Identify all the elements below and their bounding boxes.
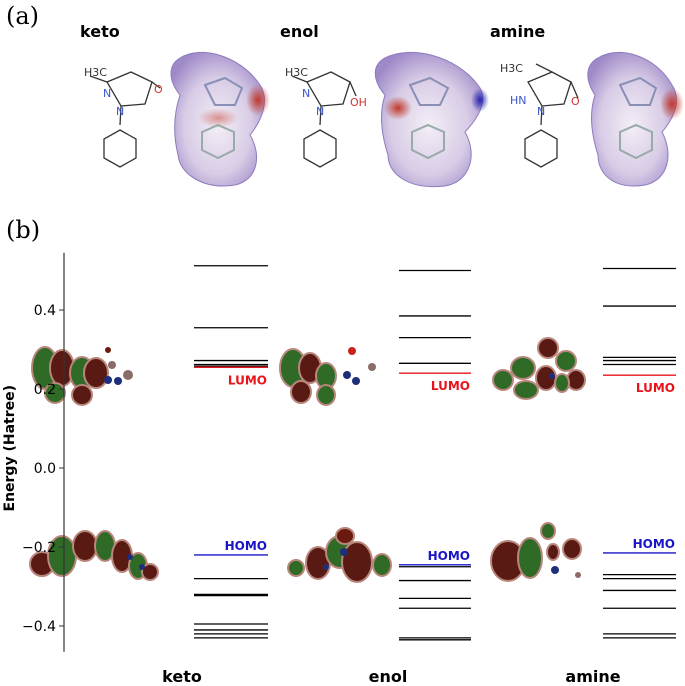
amine-homo-orbital xyxy=(490,522,582,582)
keto-n1-label: N xyxy=(103,87,111,100)
amine-lumo-label: LUMO xyxy=(636,381,675,395)
enol-structure: H3C N N OH xyxy=(285,66,367,168)
keto-n2-label: N xyxy=(116,105,124,118)
keto-title: keto xyxy=(80,22,120,41)
y-tick-label: 0.0 xyxy=(34,461,56,477)
keto-homo-orbital xyxy=(29,530,159,581)
orbital-renderings xyxy=(29,337,586,583)
panel-a-label: (a) xyxy=(6,2,40,30)
keto-lumo-label: LUMO xyxy=(228,373,267,387)
enol-lumo-orbital xyxy=(279,347,376,406)
enol-n1-label: N xyxy=(302,87,310,100)
amine-lumo-orbital xyxy=(492,337,586,400)
enol-oh-label: OH xyxy=(350,96,367,109)
y-tick-label: 0.2 xyxy=(34,382,56,398)
y-tick-label: 0.4 xyxy=(34,303,56,319)
panel-a-structures: H3C N N O H3C N N OH H3C H xyxy=(84,51,684,188)
enol-n2-label: N xyxy=(316,105,324,118)
enol-ch3-label: H3C xyxy=(285,66,308,79)
amine-hn-label: HN xyxy=(510,94,527,107)
keto-lumo-orbital xyxy=(31,346,133,406)
keto-ch3-label: H3C xyxy=(84,66,107,79)
y-tick-label: −0.2 xyxy=(22,540,56,556)
amine-ch3-label: H3C xyxy=(500,62,523,75)
x-category-label: enol xyxy=(369,667,408,686)
y-tick-label: −0.4 xyxy=(22,619,56,635)
panel-b-label: (b) xyxy=(6,216,41,244)
x-category-label: amine xyxy=(565,667,620,686)
keto-o-label: O xyxy=(154,83,163,96)
amine-o-label: O xyxy=(571,95,580,108)
amine-homo-label: HOMO xyxy=(633,537,675,551)
keto-esp-surface xyxy=(170,51,270,187)
amine-n2-label: N xyxy=(537,105,545,118)
y-axis-label: Energy (Hatree) xyxy=(2,385,18,512)
x-category-label: keto xyxy=(162,667,202,686)
amine-title: amine xyxy=(490,22,546,41)
enol-title: enol xyxy=(280,22,319,41)
enol-lumo-label: LUMO xyxy=(431,379,470,393)
keto-homo-label: HOMO xyxy=(225,539,267,553)
enol-esp-surface xyxy=(374,51,489,188)
energy-level-chart: 0.4 0.2 0.0 −0.2 −0.4 Energy (Hatree) LUMO HOMO… xyxy=(2,252,676,686)
keto-structure: H3C N N O xyxy=(84,66,163,168)
enol-homo-orbital xyxy=(287,527,392,583)
amine-esp-surface xyxy=(587,51,684,187)
enol-homo-label: HOMO xyxy=(428,549,470,563)
amine-structure: H3C HN N O xyxy=(500,62,580,168)
